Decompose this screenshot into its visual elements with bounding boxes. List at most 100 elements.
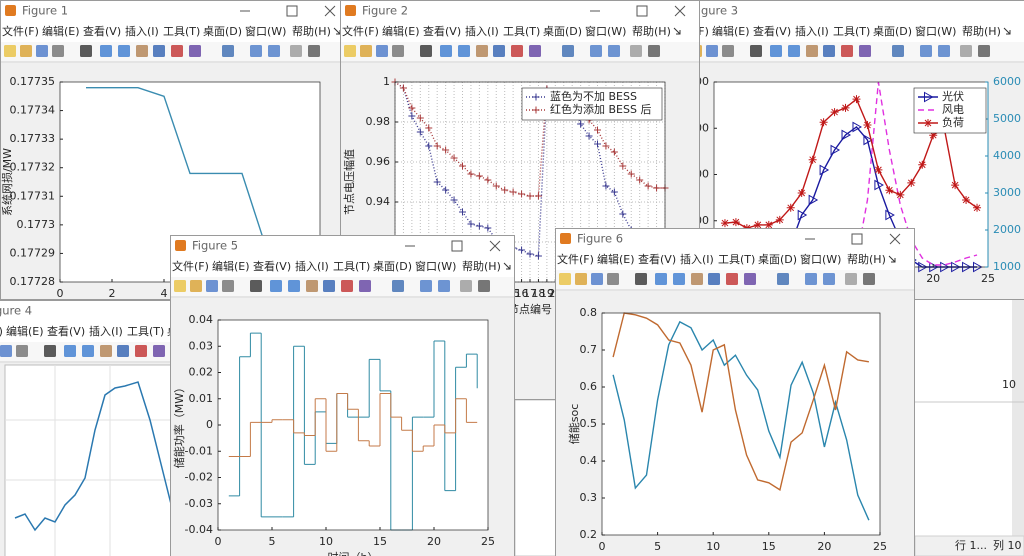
- toolbar-button[interactable]: [20, 45, 32, 57]
- toolbar-button[interactable]: [920, 45, 932, 57]
- menu-item[interactable]: 编辑(E): [6, 324, 44, 338]
- menu-item[interactable]: 插入(I): [89, 324, 123, 338]
- toolbar-button[interactable]: [438, 280, 450, 292]
- toolbar-button[interactable]: [360, 45, 372, 57]
- toolbar-button[interactable]: [117, 345, 129, 357]
- toolbar-button[interactable]: [744, 273, 756, 285]
- toolbar-button[interactable]: [608, 45, 620, 57]
- menu-item[interactable]: 文件(F): [342, 24, 379, 38]
- toolbar-button[interactable]: [708, 273, 720, 285]
- menu-item[interactable]: 帮助(H): [962, 24, 1001, 38]
- menu-item[interactable]: 查看(V): [83, 24, 121, 38]
- toolbar-button[interactable]: [978, 45, 990, 57]
- toolbar-button[interactable]: [607, 273, 619, 285]
- toolbar-button[interactable]: [82, 345, 94, 357]
- close-button[interactable]: [324, 5, 336, 17]
- toolbar-button[interactable]: [290, 45, 302, 57]
- toolbar-button[interactable]: [270, 280, 282, 292]
- close-button[interactable]: [489, 240, 501, 252]
- menu-item[interactable]: 插入(I): [795, 24, 829, 38]
- toolbar-button[interactable]: [250, 280, 262, 292]
- toolbar-button[interactable]: [268, 45, 280, 57]
- toolbar-button[interactable]: [440, 45, 452, 57]
- menu-item[interactable]: 文件(F): [172, 259, 209, 273]
- menu-item[interactable]: 桌面(D): [373, 260, 412, 273]
- menu-item[interactable]: 文件(F): [0, 324, 3, 338]
- toolbar-button[interactable]: [859, 45, 871, 57]
- toolbar-button[interactable]: [392, 45, 404, 57]
- menu-item[interactable]: 编辑(E): [382, 24, 420, 38]
- toolbar-button[interactable]: [171, 45, 183, 57]
- menu-item[interactable]: 窗口(W): [415, 259, 456, 273]
- menu-item[interactable]: 帮助(H): [632, 24, 671, 38]
- menu-item[interactable]: 工具(T): [163, 25, 200, 38]
- toolbar-button[interactable]: [206, 280, 218, 292]
- toolbar-button[interactable]: [845, 273, 857, 285]
- toolbar-button[interactable]: [823, 45, 835, 57]
- toolbar-button[interactable]: [153, 345, 165, 357]
- toolbar-button[interactable]: [841, 45, 853, 57]
- menu-item[interactable]: 桌面(D): [203, 25, 242, 38]
- menu-item[interactable]: 帮助(H): [292, 24, 331, 38]
- toolbar-button[interactable]: [0, 345, 12, 357]
- toolbar-button[interactable]: [863, 273, 875, 285]
- toolbar-button[interactable]: [222, 45, 234, 57]
- toolbar-button[interactable]: [788, 45, 800, 57]
- maximize-button[interactable]: [451, 240, 463, 252]
- menu-item[interactable]: 文件(F): [2, 24, 39, 38]
- toolbar-button[interactable]: [460, 280, 472, 292]
- toolbar-button[interactable]: [635, 273, 647, 285]
- toolbar-button[interactable]: [52, 45, 64, 57]
- menu-item[interactable]: 查看(V): [638, 252, 676, 266]
- toolbar-button[interactable]: [575, 273, 587, 285]
- toolbar-button[interactable]: [392, 280, 404, 292]
- toolbar-button[interactable]: [823, 273, 835, 285]
- toolbar-button[interactable]: [80, 45, 92, 57]
- toolbar-button[interactable]: [250, 45, 262, 57]
- menu-item[interactable]: 工具(T): [127, 325, 164, 338]
- toolbar-button[interactable]: [770, 45, 782, 57]
- toolbar-button[interactable]: [359, 280, 371, 292]
- menu-item[interactable]: 工具(T): [333, 260, 370, 273]
- toolbar-button[interactable]: [174, 280, 186, 292]
- toolbar-button[interactable]: [458, 45, 470, 57]
- toolbar-button[interactable]: [726, 273, 738, 285]
- toolbar-button[interactable]: [590, 45, 602, 57]
- toolbar-button[interactable]: [16, 345, 28, 357]
- menu-item[interactable]: 文件(F): [557, 252, 594, 266]
- toolbar-button[interactable]: [136, 45, 148, 57]
- close-button[interactable]: [674, 5, 686, 17]
- toolbar-button[interactable]: [118, 45, 130, 57]
- toolbar-button[interactable]: [960, 45, 972, 57]
- toolbar-button[interactable]: [691, 273, 703, 285]
- toolbar-button[interactable]: [892, 45, 904, 57]
- toolbar-button[interactable]: [308, 45, 320, 57]
- maximize-button[interactable]: [636, 5, 648, 17]
- maximize-button[interactable]: [286, 5, 298, 17]
- toolbar-button[interactable]: [323, 280, 335, 292]
- toolbar-button[interactable]: [777, 273, 789, 285]
- menu-item[interactable]: 窗口(W): [585, 24, 626, 38]
- menu-item[interactable]: 查看(V): [753, 24, 791, 38]
- toolbar-button[interactable]: [100, 345, 112, 357]
- toolbar-button[interactable]: [630, 45, 642, 57]
- toolbar-button[interactable]: [673, 273, 685, 285]
- menu-item[interactable]: 插入(I): [125, 24, 159, 38]
- toolbar-button[interactable]: [493, 45, 505, 57]
- toolbar-button[interactable]: [306, 280, 318, 292]
- menu-item[interactable]: 工具(T): [503, 25, 540, 38]
- toolbar-button[interactable]: [648, 45, 660, 57]
- toolbar-button[interactable]: [344, 45, 356, 57]
- menu-item[interactable]: 插入(I): [295, 259, 329, 273]
- toolbar-button[interactable]: [288, 280, 300, 292]
- toolbar-button[interactable]: [341, 280, 353, 292]
- toolbar-button[interactable]: [722, 45, 734, 57]
- menu-item[interactable]: 帮助(H): [462, 259, 501, 273]
- menu-item[interactable]: 编辑(E): [712, 24, 750, 38]
- toolbar-button[interactable]: [190, 280, 202, 292]
- menu-item[interactable]: 帮助(H): [847, 252, 886, 266]
- toolbar-button[interactable]: [706, 45, 718, 57]
- toolbar-button[interactable]: [511, 45, 523, 57]
- toolbar-button[interactable]: [750, 45, 762, 57]
- toolbar-button[interactable]: [36, 45, 48, 57]
